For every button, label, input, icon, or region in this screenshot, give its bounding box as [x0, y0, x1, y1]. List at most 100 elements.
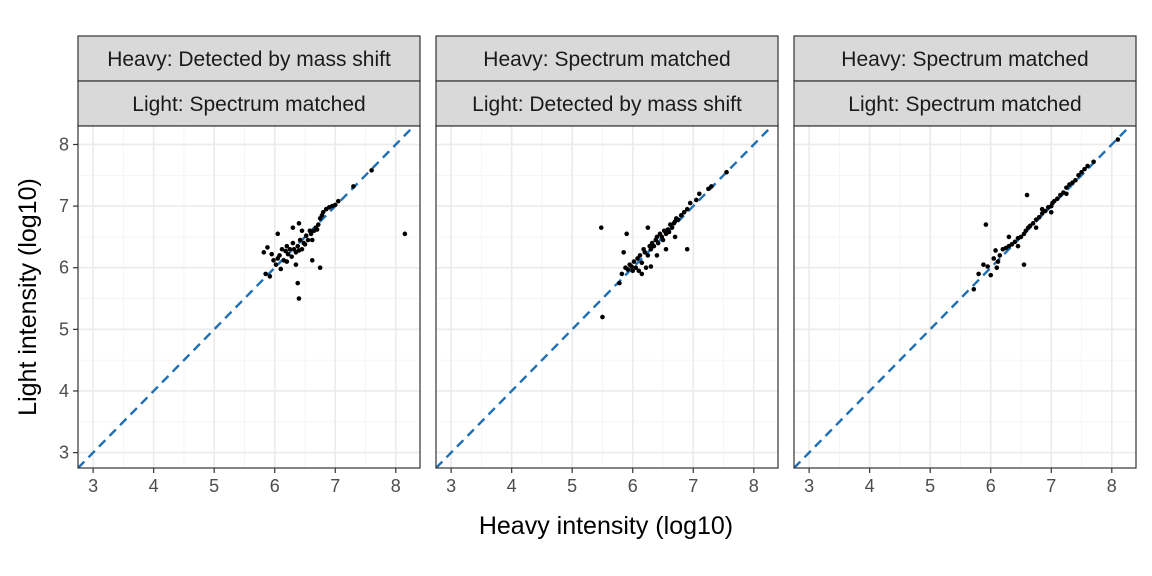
- panel-3-point-37: [1073, 177, 1078, 183]
- panel-2-strip-top: [435, 35, 779, 82]
- panel-1-point-46: [351, 184, 356, 189]
- panel-3-point-39: [1079, 169, 1084, 175]
- panel-2-background: [436, 126, 778, 468]
- panel-3-point-48: [1015, 243, 1021, 249]
- panel-3-point-31: [1055, 196, 1060, 202]
- panel-3-background: [794, 126, 1136, 468]
- panel-3-point-17: [1018, 234, 1024, 240]
- panel-2-point-53: [654, 253, 660, 258]
- x-tick-label: 4: [865, 476, 875, 496]
- panel-3-point-1: [971, 286, 977, 292]
- x-tick-label: 8: [749, 476, 759, 496]
- panel-2-identity-line: [436, 126, 773, 468]
- panel-1-point-1: [261, 250, 267, 255]
- panel-3-point-38: [1076, 172, 1081, 178]
- panel-2-point-44: [684, 206, 690, 212]
- panel-2-point-14: [635, 256, 640, 261]
- panel-3-point-34: [1064, 185, 1069, 190]
- panel-3-point-41: [1085, 163, 1090, 169]
- panel-3-strip-bottom: [793, 80, 1137, 127]
- panel-2-point-23: [648, 246, 654, 252]
- panel-2: Heavy: Spectrum matched Light: Detected b…: [435, 35, 779, 496]
- y-tick-label: 7: [59, 196, 69, 216]
- panel-2-point-55: [648, 264, 654, 269]
- panel-1-point-32: [308, 231, 314, 237]
- panel-2-point-16: [637, 253, 643, 258]
- x-tick-label: 6: [270, 476, 280, 496]
- panel-2-point-42: [678, 213, 684, 218]
- panel-3-point-9: [995, 259, 1001, 264]
- panel-2-point-49: [709, 184, 714, 189]
- panel-1-strip-top: [77, 35, 421, 82]
- panel-2-strip-top-label: Heavy: Spectrum matched: [483, 48, 730, 71]
- panel-1-point-4: [267, 274, 273, 279]
- panel-1-point-47: [369, 168, 374, 173]
- panel-2-strip-bottom: [435, 80, 779, 127]
- panel-3-point-45: [1021, 262, 1027, 267]
- panel-2-point-51: [684, 246, 690, 252]
- x-axis-title: Heavy intensity (log10): [479, 512, 733, 540]
- panel-1-point-33: [309, 237, 315, 243]
- panel-2-point-12: [631, 259, 637, 264]
- panel-1-point-25: [297, 237, 303, 243]
- panel-3-point-10: [997, 253, 1003, 258]
- panel-3-strip-top-label: Heavy: Spectrum matched: [841, 48, 1088, 71]
- panel-1-point-11: [278, 266, 284, 272]
- panel-1-strip-bottom-label: Light: Spectrum matched: [132, 93, 365, 116]
- panel-2-point-56: [672, 234, 678, 240]
- panel-1-point-16: [285, 251, 291, 257]
- panel-1-point-23: [296, 221, 302, 226]
- panel-1-point-56: [284, 259, 290, 264]
- panel-3-strip-bottom-label: Light: Spectrum matched: [848, 93, 1081, 116]
- x-tick-label: 3: [446, 476, 456, 496]
- panel-3-point-4: [983, 222, 989, 227]
- panel-3-point-52: [1064, 191, 1069, 197]
- x-tick-label: 3: [88, 476, 98, 496]
- panel-2-point-54: [663, 246, 669, 252]
- panel-2-point-5: [621, 250, 626, 255]
- panel-3-point-6: [988, 272, 994, 278]
- panel-1-point-15: [284, 243, 290, 249]
- panel-2-point-31: [660, 237, 666, 243]
- panel-1-strip-bottom: [77, 80, 421, 127]
- panel-1-point-28: [302, 242, 308, 247]
- panels-layer: Heavy: Detected by mass shift Light: Spec…: [59, 35, 1137, 496]
- panel-2-point-45: [687, 200, 693, 206]
- y-axis-title: Light intensity (log10): [14, 178, 42, 416]
- x-tick-label: 5: [567, 476, 577, 496]
- panel-3-point-7: [991, 256, 997, 261]
- x-tick-label: 3: [804, 476, 814, 496]
- x-tick-label: 6: [986, 476, 996, 496]
- panel-2-point-37: [669, 225, 675, 230]
- x-tick-label: 8: [1107, 476, 1117, 496]
- panel-2-point-43: [681, 209, 687, 215]
- panel-3-point-40: [1082, 166, 1087, 172]
- panel-1-point-30: [305, 237, 311, 243]
- panel-2-point-52: [645, 225, 651, 230]
- panel-2-point-19: [642, 250, 648, 255]
- panel-3-point-24: [1036, 214, 1042, 220]
- panel-2-point-50: [724, 169, 729, 175]
- panel-3-point-15: [1012, 239, 1018, 245]
- x-tick-label: 4: [149, 476, 159, 496]
- panel-1-point-53: [317, 265, 323, 271]
- panel-2-point-7: [624, 231, 629, 237]
- panel-1-strip-top-label: Heavy: Detected by mass shift: [107, 48, 391, 71]
- panel-3-point-46: [1006, 234, 1012, 240]
- panel-2-point-20: [643, 265, 649, 271]
- panel-1-point-17: [287, 246, 293, 252]
- panel-3-point-19: [1023, 228, 1029, 234]
- panel-3: Heavy: Spectrum matched Light: Spectrum m…: [793, 35, 1137, 496]
- x-tick-label: 8: [391, 476, 401, 496]
- panel-1-point-50: [295, 280, 301, 286]
- panel-1-point-2: [263, 271, 268, 277]
- x-tick-label: 7: [1046, 476, 1056, 496]
- panel-3-strip-top: [793, 35, 1137, 82]
- panel-1-identity-line: [78, 126, 415, 468]
- panel-1-point-48: [402, 231, 408, 237]
- panel-1-point-45: [335, 198, 341, 204]
- panel-3-point-3: [981, 262, 986, 267]
- y-tick-label: 8: [59, 134, 69, 154]
- x-tick-label: 5: [925, 476, 935, 496]
